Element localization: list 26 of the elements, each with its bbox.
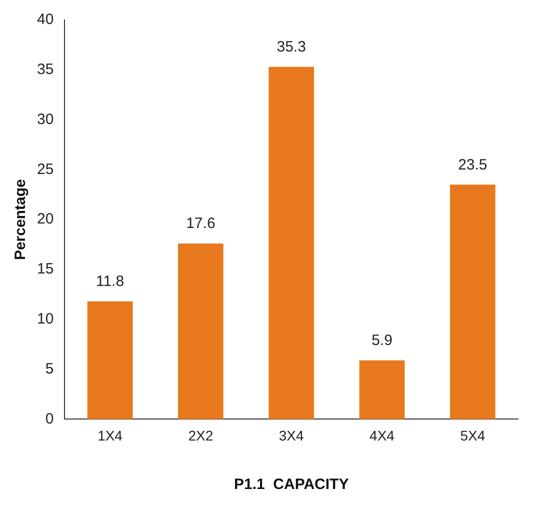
x-tick-label: 2X2 (188, 427, 214, 444)
y-tick-label: 10 (36, 310, 54, 328)
y-tick-label: 20 (36, 210, 54, 228)
data-label: 23.5 (458, 156, 488, 174)
y-tick-label: 0 (45, 410, 54, 428)
x-tick-label: 3X4 (278, 427, 304, 444)
bar (178, 244, 224, 420)
y-axis-title: Percentage (12, 179, 30, 260)
data-label: 5.9 (372, 332, 392, 349)
data-label: 35.3 (276, 38, 306, 56)
y-tick-label: 5 (45, 360, 54, 378)
bar (87, 301, 133, 420)
y-tick-label: 35 (36, 61, 54, 78)
x-tick-label: 5X4 (460, 427, 486, 444)
data-label: 11.8 (96, 273, 124, 290)
y-tick-label: 40 (36, 11, 54, 28)
bar (359, 360, 405, 420)
bar (268, 66, 314, 420)
x-axis-title: P1.1 CAPACITY (234, 476, 349, 494)
data-label: 17.6 (186, 215, 216, 232)
y-tick-label: 15 (36, 260, 54, 278)
x-tick-label: 1X4 (98, 427, 123, 444)
bar (450, 184, 496, 420)
y-tick-label: 25 (36, 160, 54, 178)
y-tick-label: 30 (36, 110, 54, 128)
x-tick-label: 4X4 (370, 427, 395, 444)
